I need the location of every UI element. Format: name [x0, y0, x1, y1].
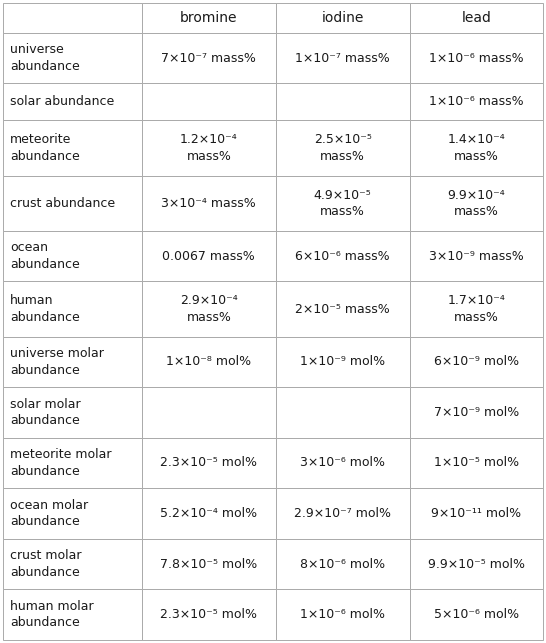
Bar: [142, 438, 276, 488]
Bar: [142, 589, 276, 640]
Bar: [3, 539, 142, 589]
Bar: [142, 539, 276, 589]
Bar: [276, 282, 410, 337]
Bar: [276, 337, 410, 387]
Bar: [276, 589, 410, 640]
Bar: [3, 120, 142, 176]
Text: 7.8×10⁻⁵ mol%: 7.8×10⁻⁵ mol%: [160, 557, 258, 570]
Text: human
abundance: human abundance: [10, 294, 80, 324]
Bar: [142, 33, 276, 84]
Text: 1×10⁻⁷ mass%: 1×10⁻⁷ mass%: [295, 51, 390, 64]
Bar: [410, 438, 543, 488]
Bar: [3, 3, 142, 33]
Text: solar molar
abundance: solar molar abundance: [10, 397, 81, 427]
Bar: [3, 488, 142, 539]
Text: 1.4×10⁻⁴
mass%: 1.4×10⁻⁴ mass%: [448, 133, 505, 163]
Text: 4.9×10⁻⁵
mass%: 4.9×10⁻⁵ mass%: [314, 188, 371, 218]
Bar: [3, 438, 142, 488]
Bar: [410, 488, 543, 539]
Text: universe
abundance: universe abundance: [10, 43, 80, 73]
Text: 2×10⁻⁵ mass%: 2×10⁻⁵ mass%: [295, 303, 390, 316]
Text: 1×10⁻⁵ mol%: 1×10⁻⁵ mol%: [434, 457, 519, 469]
Text: 1×10⁻⁶ mass%: 1×10⁻⁶ mass%: [429, 95, 524, 109]
Bar: [276, 539, 410, 589]
Text: 0.0067 mass%: 0.0067 mass%: [163, 249, 255, 262]
Text: 9.9×10⁻⁵ mol%: 9.9×10⁻⁵ mol%: [428, 557, 525, 570]
Bar: [410, 282, 543, 337]
Bar: [142, 3, 276, 33]
Bar: [142, 176, 276, 231]
Bar: [276, 3, 410, 33]
Bar: [3, 84, 142, 120]
Bar: [276, 488, 410, 539]
Text: meteorite
abundance: meteorite abundance: [10, 133, 80, 163]
Text: human molar
abundance: human molar abundance: [10, 600, 94, 629]
Bar: [3, 337, 142, 387]
Bar: [142, 282, 276, 337]
Bar: [410, 589, 543, 640]
Text: 7×10⁻⁹ mol%: 7×10⁻⁹ mol%: [434, 406, 519, 419]
Bar: [3, 282, 142, 337]
Text: 9.9×10⁻⁴
mass%: 9.9×10⁻⁴ mass%: [448, 188, 505, 218]
Text: 3×10⁻⁹ mass%: 3×10⁻⁹ mass%: [429, 249, 524, 262]
Bar: [276, 33, 410, 84]
Bar: [3, 589, 142, 640]
Text: 2.5×10⁻⁵
mass%: 2.5×10⁻⁵ mass%: [314, 133, 371, 163]
Text: solar abundance: solar abundance: [10, 95, 115, 109]
Bar: [410, 231, 543, 282]
Bar: [276, 120, 410, 176]
Bar: [276, 387, 410, 438]
Text: lead: lead: [461, 11, 491, 25]
Text: 1×10⁻⁶ mass%: 1×10⁻⁶ mass%: [429, 51, 524, 64]
Bar: [410, 84, 543, 120]
Bar: [3, 33, 142, 84]
Text: 8×10⁻⁶ mol%: 8×10⁻⁶ mol%: [300, 557, 385, 570]
Text: ocean
abundance: ocean abundance: [10, 241, 80, 271]
Text: meteorite molar
abundance: meteorite molar abundance: [10, 448, 112, 478]
Bar: [3, 231, 142, 282]
Bar: [3, 387, 142, 438]
Text: 1.2×10⁻⁴
mass%: 1.2×10⁻⁴ mass%: [180, 133, 238, 163]
Text: 9×10⁻¹¹ mol%: 9×10⁻¹¹ mol%: [431, 507, 521, 520]
Text: 2.9×10⁻⁴
mass%: 2.9×10⁻⁴ mass%: [180, 294, 238, 324]
Bar: [142, 84, 276, 120]
Text: 1×10⁻⁸ mol%: 1×10⁻⁸ mol%: [167, 356, 251, 368]
Text: 2.3×10⁻⁵ mol%: 2.3×10⁻⁵ mol%: [161, 608, 257, 621]
Bar: [410, 33, 543, 84]
Text: 2.3×10⁻⁵ mol%: 2.3×10⁻⁵ mol%: [161, 457, 257, 469]
Text: 1.7×10⁻⁴
mass%: 1.7×10⁻⁴ mass%: [448, 294, 505, 324]
Bar: [410, 176, 543, 231]
Bar: [410, 3, 543, 33]
Bar: [410, 387, 543, 438]
Text: crust abundance: crust abundance: [10, 197, 116, 210]
Bar: [3, 176, 142, 231]
Bar: [142, 120, 276, 176]
Bar: [142, 488, 276, 539]
Bar: [410, 337, 543, 387]
Text: 6×10⁻⁶ mass%: 6×10⁻⁶ mass%: [295, 249, 390, 262]
Text: bromine: bromine: [180, 11, 238, 25]
Text: ocean molar
abundance: ocean molar abundance: [10, 499, 88, 529]
Bar: [410, 120, 543, 176]
Text: 5×10⁻⁶ mol%: 5×10⁻⁶ mol%: [434, 608, 519, 621]
Text: 2.9×10⁻⁷ mol%: 2.9×10⁻⁷ mol%: [294, 507, 391, 520]
Text: 3×10⁻⁶ mol%: 3×10⁻⁶ mol%: [300, 457, 385, 469]
Text: crust molar
abundance: crust molar abundance: [10, 549, 82, 579]
Bar: [410, 539, 543, 589]
Text: 6×10⁻⁹ mol%: 6×10⁻⁹ mol%: [434, 356, 519, 368]
Bar: [142, 231, 276, 282]
Text: universe molar
abundance: universe molar abundance: [10, 347, 104, 377]
Bar: [276, 176, 410, 231]
Bar: [142, 387, 276, 438]
Bar: [276, 231, 410, 282]
Bar: [142, 337, 276, 387]
Text: iodine: iodine: [322, 11, 364, 25]
Bar: [276, 84, 410, 120]
Text: 1×10⁻⁹ mol%: 1×10⁻⁹ mol%: [300, 356, 385, 368]
Text: 1×10⁻⁶ mol%: 1×10⁻⁶ mol%: [300, 608, 385, 621]
Bar: [276, 438, 410, 488]
Text: 5.2×10⁻⁴ mol%: 5.2×10⁻⁴ mol%: [161, 507, 257, 520]
Text: 3×10⁻⁴ mass%: 3×10⁻⁴ mass%: [162, 197, 256, 210]
Text: 7×10⁻⁷ mass%: 7×10⁻⁷ mass%: [162, 51, 256, 64]
